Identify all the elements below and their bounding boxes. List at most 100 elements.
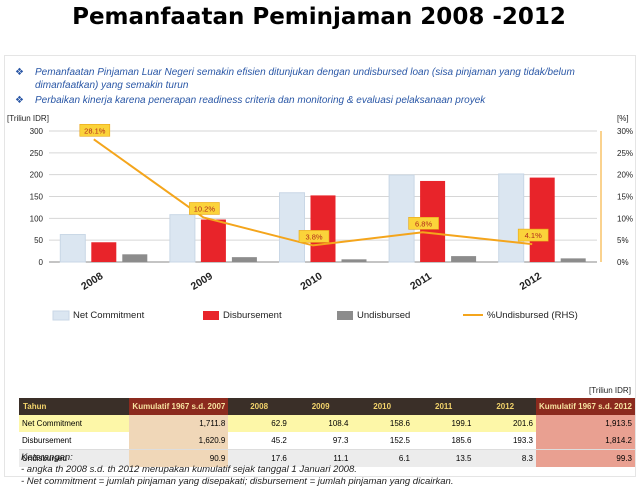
bar-net-commitment — [169, 214, 196, 263]
bar-undisbursed — [231, 257, 257, 262]
table-cell: 158.6 — [351, 415, 413, 432]
bar-undisbursed — [451, 256, 477, 262]
y-tick-label-right: 30% — [617, 127, 633, 136]
slide-title: Pemanfaatan Peminjaman 2008 -2012 — [72, 4, 566, 30]
x-tick-label: 2010 — [298, 270, 324, 293]
table-header: 2011 — [412, 398, 475, 415]
table-cell: 152.5 — [351, 432, 413, 450]
bullet-diamond-icon: ❖ — [15, 67, 24, 78]
bar-net-commitment — [498, 173, 525, 263]
y-tick-label-right: 10% — [617, 214, 633, 223]
bullet-1-text: Pemanfaatan Pinjaman Luar Negeri semakin… — [35, 67, 575, 91]
table-header: 2008 — [228, 398, 290, 415]
table-cell: 17.6 — [228, 449, 290, 467]
table-header: Kumulatif 1967 s.d. 2007 — [129, 398, 229, 415]
x-tick-label: 2008 — [79, 270, 105, 293]
y-axis-left-label: [Triliun IDR] — [7, 114, 49, 123]
legend-label: Disbursement — [223, 310, 282, 321]
y-tick-label: 250 — [30, 149, 44, 158]
y-tick-label-right: 20% — [617, 171, 633, 180]
table-cell: 185.6 — [412, 432, 475, 450]
x-tick-label: 2009 — [189, 270, 215, 293]
table-header-row: Tahun Kumulatif 1967 s.d. 2007 2008 2009… — [19, 398, 635, 415]
data-label: 3.8% — [305, 232, 322, 241]
table-header: Tahun — [19, 398, 130, 415]
legend-swatch — [337, 311, 353, 320]
table-cell: 1,913.5 — [536, 415, 635, 432]
data-label-box — [408, 217, 439, 230]
y-tick-label: 300 — [30, 127, 44, 136]
bar-net-commitment — [279, 192, 305, 263]
bar-undisbursed — [560, 258, 586, 262]
table-cell: 62.9 — [228, 415, 290, 432]
table-row: Net Commitment 1,711.8 62.9 108.4 158.6 … — [19, 415, 635, 432]
notes-line: - angka th 2008 s.d. th 2012 merupakan k… — [21, 464, 357, 475]
y-tick-label: 150 — [30, 193, 44, 202]
table-header: 2009 — [289, 398, 352, 415]
table-cell: 99.3 — [536, 449, 635, 467]
bar-disbursement — [310, 195, 336, 262]
bar-net-commitment — [59, 234, 86, 263]
table-header: 2010 — [351, 398, 413, 415]
data-table: Tahun Kumulatif 1967 s.d. 2007 2008 2009… — [19, 398, 635, 467]
legend-label: Net Commitment — [73, 310, 145, 321]
y-tick-label: 100 — [30, 214, 44, 223]
data-label-box — [79, 123, 111, 137]
table-cell: 193.3 — [474, 432, 536, 450]
legend-swatch — [52, 310, 70, 321]
table-cell: 90.9 — [129, 449, 229, 467]
y-tick-label: 0 — [39, 258, 44, 267]
legend-label: Undisbursed — [357, 310, 410, 321]
bar-undisbursed — [341, 259, 367, 262]
data-label-box — [189, 202, 220, 215]
bullet-2: ❖ Perbaikan kinerja karena penerapan rea… — [15, 94, 625, 107]
data-label: 28.1% — [84, 126, 106, 135]
table-unit: [Triliun IDR] — [589, 386, 631, 395]
chart: [Triliun IDR] [%] 0 50 100 150 200 250 300 0% 5% 10… — [7, 114, 633, 321]
legend-swatch — [203, 311, 219, 320]
legend-label: %Undisbursed (RHS) — [487, 310, 578, 321]
row-label: Net Commitment — [19, 415, 130, 432]
bar-disbursement — [91, 242, 117, 262]
data-label: 4.1% — [525, 231, 542, 240]
data-label: 6.8% — [415, 219, 432, 228]
data-label-box — [298, 230, 330, 243]
table-cell: 97.3 — [289, 432, 352, 450]
table-cell: 1,814.2 — [536, 432, 635, 450]
bar-disbursement — [529, 177, 555, 262]
table-cell: 199.1 — [412, 415, 475, 432]
bar-disbursement — [200, 219, 226, 262]
notes-title: Keterangan: — [21, 452, 73, 463]
content-panel: ❖ Pemanfaatan Pinjaman Luar Negeri semak… — [4, 55, 636, 487]
x-tick-label: 2012 — [518, 270, 544, 293]
table-cell: 13.5 — [412, 449, 475, 467]
table-row: Disbursement 1,620.9 45.2 97.3 152.5 185… — [19, 432, 635, 450]
y-tick-label-right: 0% — [617, 258, 629, 267]
table-row: Undisbursed 90.9 17.6 11.1 6.1 13.5 8.3 … — [19, 449, 635, 467]
y-tick-label-right: 25% — [617, 149, 633, 158]
bullet-diamond-icon: ❖ — [15, 95, 24, 106]
y-tick-label: 200 — [30, 171, 44, 180]
row-label: Undisbursed — [19, 449, 130, 467]
y-tick-label: 50 — [34, 236, 43, 245]
x-tick-label: 2011 — [408, 270, 434, 292]
bullet-2-text: Perbaikan kinerja karena penerapan readi… — [35, 95, 486, 106]
table-cell: 45.2 — [228, 432, 290, 450]
table-cell: 201.6 — [474, 415, 536, 432]
table-cell: 11.1 — [289, 449, 352, 467]
table-cell: 1,711.8 — [129, 415, 229, 432]
y-axis-right-label: [%] — [617, 114, 629, 123]
table-header: 2012 — [474, 398, 536, 415]
data-label: 10.2% — [194, 204, 216, 213]
y-tick-label-right: 5% — [617, 236, 629, 245]
line-undisbursed-pct — [93, 138, 533, 247]
table-cell: 8.3 — [474, 449, 536, 467]
table-cell: 6.1 — [351, 449, 413, 467]
data-label-box — [517, 228, 549, 242]
notes-line: - Net commitment = jumlah pinjaman yang … — [21, 476, 454, 487]
table-cell: 1,620.9 — [129, 432, 229, 450]
bar-undisbursed — [122, 254, 148, 262]
row-label: Disbursement — [19, 432, 130, 450]
table-cell: 108.4 — [289, 415, 352, 432]
y-tick-label-right: 15% — [617, 193, 633, 202]
